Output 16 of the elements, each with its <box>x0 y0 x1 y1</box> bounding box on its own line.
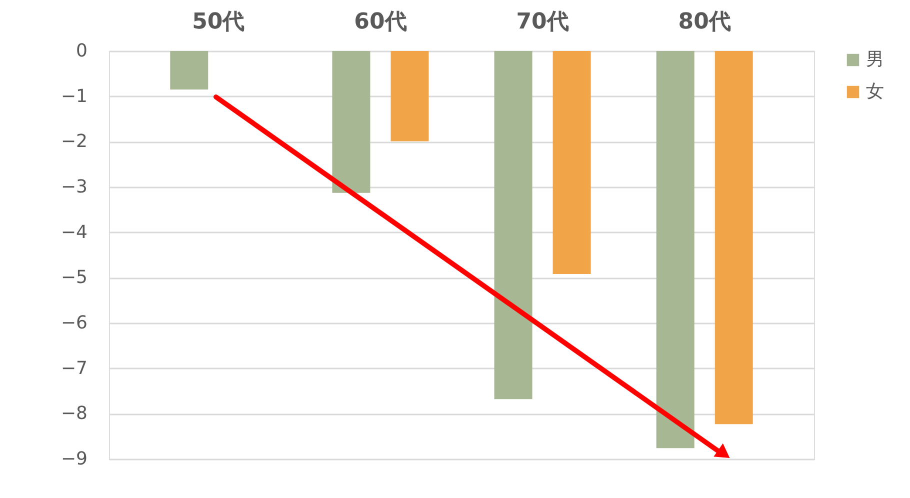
y-tick-label: −8 <box>60 403 88 424</box>
x-tick-label: 70代 <box>516 10 569 34</box>
y-tick-label: −5 <box>60 267 88 288</box>
x-tick-label: 60代 <box>354 10 407 34</box>
legend-label: 男 <box>866 49 884 70</box>
y-tick-label: −4 <box>60 222 88 243</box>
y-tick-label: −3 <box>60 176 88 198</box>
y-tick-label: −7 <box>60 358 88 379</box>
x-tick-label: 80代 <box>678 10 731 34</box>
y-tick-label: −1 <box>60 86 88 107</box>
y-tick-label: −6 <box>60 312 88 334</box>
y-tick-label: −2 <box>60 131 88 152</box>
x-tick-label: 50代 <box>192 10 245 34</box>
y-tick-label: 0 <box>76 40 88 62</box>
legend-label: 女 <box>866 81 884 102</box>
y-tick-label: −9 <box>60 448 88 470</box>
